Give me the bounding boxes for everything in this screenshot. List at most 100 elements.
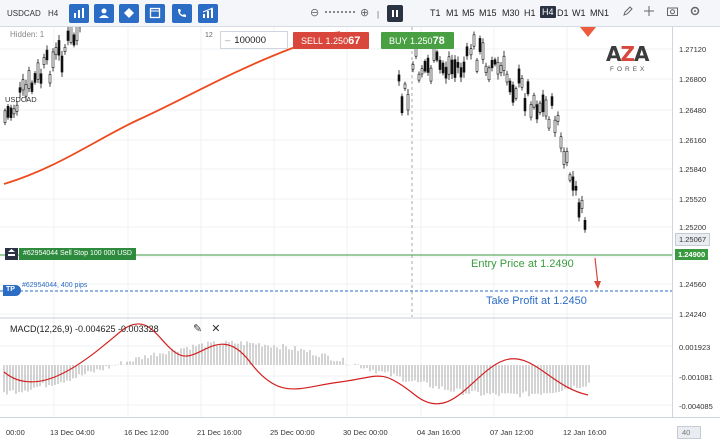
candle-body <box>453 59 457 78</box>
top-toolbar: USDCAD H4 ⊖ ⊕ | T1 M1 M5 M15 M30 H1 H4 D1 W1 MN1 <box>0 0 720 27</box>
candle-body <box>517 68 521 84</box>
time-label: 16 Dec 12:00 <box>124 428 169 437</box>
zoom-slider[interactable] <box>325 11 355 13</box>
candle-body <box>529 104 533 118</box>
candle-body <box>12 108 16 115</box>
quantity-input[interactable]: –100000 <box>220 31 288 49</box>
price-level-label: 1.26160 <box>679 136 707 145</box>
price-level-label: 1.27120 <box>679 45 707 54</box>
buy-button[interactable]: BUY 1.25078 <box>381 32 454 49</box>
candle-body <box>21 79 25 91</box>
crosshair-icon[interactable] <box>644 6 654 19</box>
candle-body <box>502 55 506 71</box>
candle-body <box>444 66 448 79</box>
quantity-step-label: 12 <box>205 32 213 39</box>
macd-level-label: -0.001081 <box>679 373 713 382</box>
candle-body <box>39 73 43 84</box>
candle-body <box>484 65 488 73</box>
candle-body <box>541 94 545 113</box>
tab-w1[interactable]: W1 <box>572 8 586 18</box>
tab-h4[interactable]: H4 <box>540 6 556 18</box>
time-label: 21 Dec 16:00 <box>197 428 242 437</box>
person-icon[interactable] <box>94 4 114 23</box>
bar-chart-icon[interactable] <box>69 4 89 23</box>
annotation-arrow-head <box>594 281 601 289</box>
sell-stop-order-label[interactable]: #62954044 Sell Stop 100 000 USD <box>19 248 136 260</box>
pencil-icon[interactable]: ✎ <box>193 323 203 335</box>
time-label: 30 Dec 00:00 <box>343 428 388 437</box>
close-icon[interactable]: ✕ <box>211 323 221 335</box>
diamond-icon[interactable] <box>119 4 139 23</box>
zoom-in-icon[interactable]: ⊕ <box>360 7 370 19</box>
candle-body <box>63 46 67 52</box>
candle-body <box>550 96 554 106</box>
candle-body <box>3 110 7 123</box>
candle-body <box>438 59 442 70</box>
candle-body <box>556 114 560 122</box>
candle-body <box>487 67 491 81</box>
candle-body <box>42 57 46 65</box>
candle-body <box>447 56 451 75</box>
candle-body <box>420 68 424 75</box>
candle-body <box>462 61 466 73</box>
price-level-label: 1.26800 <box>679 75 707 84</box>
symbol-label[interactable]: USDCAD <box>7 9 41 18</box>
entry-price-annotation: Entry Price at 1.2490 <box>471 258 574 270</box>
hidden-indicators-label[interactable]: Hidden: 1 <box>10 30 45 39</box>
candle-body <box>6 105 10 118</box>
tab-m15[interactable]: M15 <box>479 8 497 18</box>
candle-body <box>33 73 37 83</box>
candle-body <box>75 27 79 42</box>
tab-h1[interactable]: H1 <box>524 8 536 18</box>
tab-m1[interactable]: M1 <box>446 8 459 18</box>
aza-forex-logo: AZA FOREX <box>606 42 650 73</box>
tab-m5[interactable]: M5 <box>462 8 475 18</box>
candle-body <box>523 97 527 112</box>
candle-body <box>571 176 575 191</box>
candle-body <box>493 59 497 65</box>
price-level-label: 1.24560 <box>679 280 707 289</box>
candle-body <box>472 34 476 47</box>
candle-body <box>400 96 404 114</box>
tab-m30[interactable]: M30 <box>502 8 520 18</box>
tab-t1[interactable]: T1 <box>430 8 441 18</box>
time-label: 12 Jan 16:00 <box>563 428 607 437</box>
sell-button[interactable]: SELL 1.25067 <box>293 32 369 49</box>
pencil-icon[interactable] <box>623 6 633 19</box>
candle-body <box>456 62 460 68</box>
candle-body <box>490 59 494 69</box>
candle-body <box>51 51 55 68</box>
price-chart-area[interactable] <box>0 27 672 417</box>
candle-body <box>535 104 539 120</box>
price-level-label: 1.25840 <box>679 165 707 174</box>
time-scale[interactable]: 00:00 13 Dec 04:00 16 Dec 12:00 21 Dec 16:0… <box>0 417 720 444</box>
settings-icon[interactable] <box>690 6 700 19</box>
macd-tools: ✎ ✕ <box>193 322 227 335</box>
timeframe-label[interactable]: H4 <box>48 9 59 18</box>
screenshot-icon[interactable] <box>667 6 678 19</box>
scale-icon[interactable] <box>198 4 218 23</box>
candle-body <box>406 94 410 111</box>
candle-body <box>24 84 28 97</box>
candle-body <box>520 78 524 88</box>
take-profit-label[interactable]: #62954044, 400 pips <box>22 282 88 289</box>
template-icon[interactable] <box>145 4 165 23</box>
phone-icon[interactable] <box>172 4 192 23</box>
price-scale[interactable]: 1.27120 1.26800 1.26480 1.26160 1.25840 1.255… <box>672 27 720 417</box>
take-profit-badge[interactable]: TP <box>3 285 21 296</box>
candle-body <box>526 81 530 95</box>
pause-button[interactable] <box>387 5 403 22</box>
zoom-out-icon[interactable]: ⊖ <box>310 7 320 19</box>
current-price-tag: 1.25067 <box>675 233 711 246</box>
tab-mn1[interactable]: MN1 <box>590 8 610 18</box>
tab-d1[interactable]: D1 <box>557 8 569 18</box>
candle-body <box>577 202 581 218</box>
macd-level-label: -0.004085 <box>679 402 713 411</box>
macd-level-label: 0.001923 <box>679 343 711 352</box>
candle-body <box>66 30 70 41</box>
candle-body <box>30 82 34 92</box>
order-marker-icon[interactable] <box>5 248 18 260</box>
order-price-tag: 1.24900 <box>675 249 709 260</box>
candle-body <box>505 73 509 83</box>
